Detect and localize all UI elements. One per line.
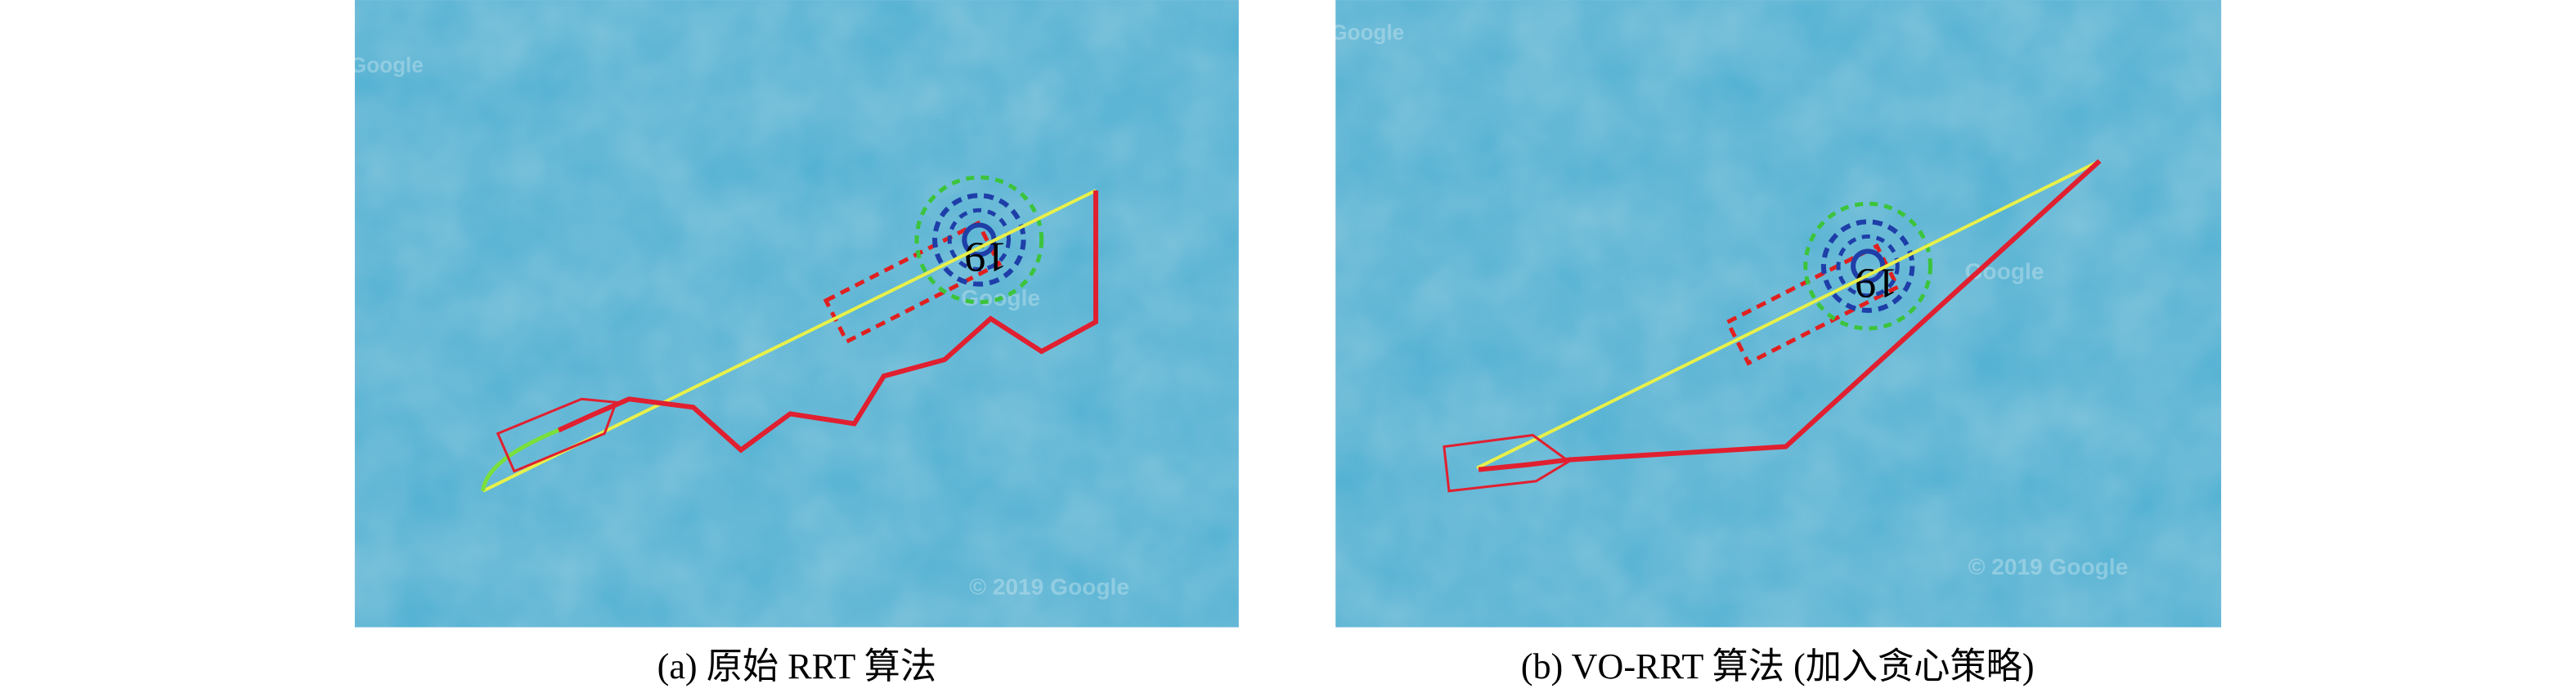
caption: (b) VO-RRT 算法 (加入贪心策略) <box>1521 646 2035 686</box>
core-circle <box>1851 248 1886 284</box>
vo-rrt-path <box>1478 159 2102 472</box>
panel-b: Google Google © 2019 Google 19 (b) VO-RR… <box>1331 0 2222 686</box>
obstacle-label: 19 <box>1855 260 1897 307</box>
watermark: © 2019 Google <box>969 574 1129 599</box>
collision-circle <box>1820 219 1915 313</box>
rrt-path <box>557 190 1098 454</box>
obstacle-label: 19 <box>964 234 1007 281</box>
sea-texture <box>354 0 1239 628</box>
watermark: Google <box>350 53 424 78</box>
panel-a: Google Google © 2019 Google 19 (a) 原始 RR… <box>350 0 1239 686</box>
obstacle-ship <box>823 220 1003 345</box>
caption: (a) 原始 RRT 算法 <box>657 646 936 686</box>
collision-circle <box>1836 234 1900 298</box>
watermark: © 2019 Google <box>1968 554 2129 579</box>
safety-circle <box>914 175 1044 305</box>
collision-circle <box>932 193 1026 287</box>
safety-circle <box>1803 201 1933 331</box>
own-ship <box>496 397 618 473</box>
watermark: Google <box>1331 20 1404 44</box>
sea-texture <box>1335 0 2222 628</box>
straight-path <box>1476 159 2101 470</box>
collision-circle <box>947 208 1011 272</box>
start-arc <box>481 428 559 492</box>
own-ship <box>1443 433 1572 493</box>
